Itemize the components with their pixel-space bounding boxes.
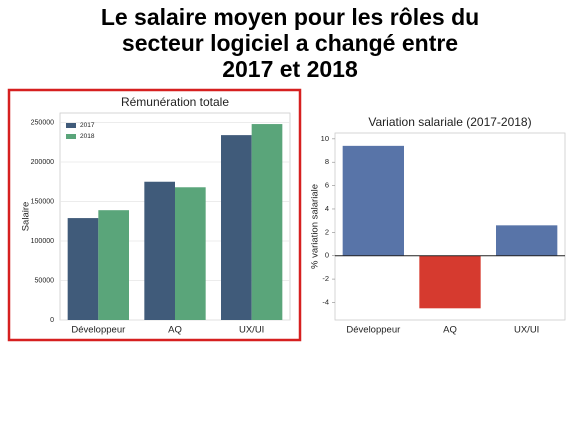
x-tick-label: Développeur <box>346 325 400 336</box>
y-tick-label: 2 <box>325 227 329 236</box>
legend-label: 2018 <box>80 133 95 140</box>
plot-frame <box>334 132 566 321</box>
bar <box>98 210 129 320</box>
highlight-frame <box>7 88 302 342</box>
bar <box>144 181 175 320</box>
y-tick-label: 0 <box>50 317 54 324</box>
chart-title: Rémunération totale <box>121 95 229 109</box>
chart-title: Variation salariale (2017-2018) <box>368 115 531 129</box>
y-tick-label: 250000 <box>31 119 54 126</box>
bar <box>342 145 404 256</box>
legend-swatch <box>66 123 76 128</box>
y-tick-label: -4 <box>322 297 329 306</box>
y-tick-label: 10 <box>321 134 329 143</box>
bar <box>251 124 283 320</box>
y-axis-label: % variation salariale <box>310 184 321 269</box>
x-tick-label: AQ <box>443 325 457 336</box>
y-tick-label: 6 <box>325 181 329 190</box>
x-tick-label: UX/UI <box>514 325 539 336</box>
y-tick-label: -2 <box>322 274 329 283</box>
legend-label: 2017 <box>80 122 95 129</box>
y-tick-label: 100000 <box>31 238 54 245</box>
bar <box>419 255 481 309</box>
x-tick-label: UX/UI <box>239 325 264 336</box>
y-tick-label: 50000 <box>35 277 55 284</box>
y-tick-label: 0 <box>325 251 329 260</box>
y-tick-label: 4 <box>325 204 329 213</box>
slide-title: Le salaire moyen pour les rôles du secte… <box>100 4 480 82</box>
bar <box>175 187 206 320</box>
y-tick-label: 8 <box>325 157 329 166</box>
legend-swatch <box>66 134 76 139</box>
bar <box>496 225 558 256</box>
y-axis-label: Salaire <box>21 202 32 232</box>
bar <box>221 135 252 320</box>
y-tick-label: 200000 <box>31 159 54 166</box>
y-tick-label: 150000 <box>31 198 54 205</box>
x-tick-label: Développeur <box>71 325 125 336</box>
x-tick-label: AQ <box>168 325 182 336</box>
bar <box>67 218 99 320</box>
